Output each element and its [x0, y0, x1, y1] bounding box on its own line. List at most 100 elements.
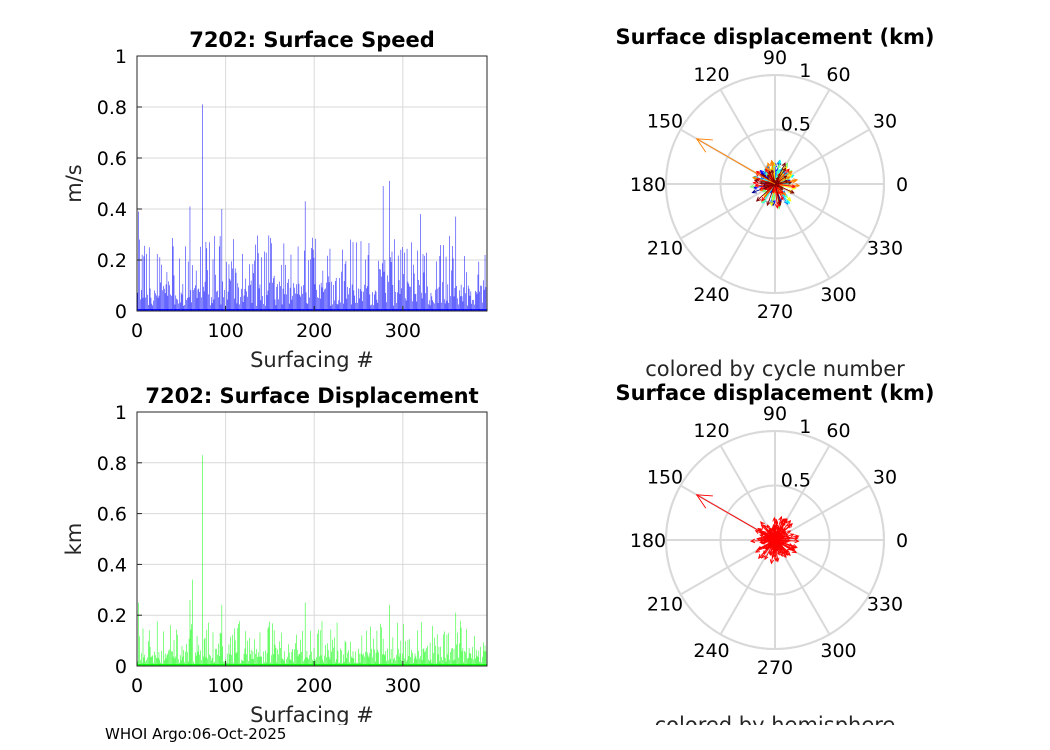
bar-base	[199, 664, 201, 666]
bar-base	[416, 664, 418, 666]
bar-base	[455, 309, 457, 311]
bar-base	[177, 309, 179, 311]
bar-base	[376, 309, 378, 311]
bar-base	[322, 664, 324, 666]
vector-arrow	[774, 537, 791, 541]
bar-base	[343, 309, 345, 311]
bar-base	[289, 664, 291, 666]
vector-arrow-head	[776, 163, 781, 169]
vector-arrow-head	[782, 167, 787, 172]
bar-base	[475, 664, 477, 666]
bar-base	[437, 309, 439, 311]
bar-base	[412, 664, 414, 666]
bar-base	[327, 309, 329, 311]
bar-base	[337, 664, 339, 666]
bar-base	[308, 309, 310, 311]
vector-arrow-head	[788, 181, 793, 185]
bar-base	[174, 664, 176, 666]
vector-arrow	[771, 533, 776, 541]
bar-base	[366, 309, 367, 311]
bar-base	[243, 309, 245, 311]
vector-arrow-head	[761, 197, 766, 202]
vector-arrow-head	[766, 201, 771, 207]
bar-base	[410, 309, 412, 311]
bar-base	[346, 664, 348, 666]
bar-base	[440, 309, 442, 311]
bar-base	[418, 309, 420, 311]
bar-base	[177, 664, 179, 666]
bar-base	[343, 664, 344, 666]
bar-base	[245, 309, 247, 311]
bar-base	[248, 664, 250, 666]
bar-base	[304, 664, 306, 666]
bar-base	[218, 309, 220, 311]
vector-arrow-head	[770, 169, 775, 174]
bar-base	[332, 664, 334, 666]
bar-base	[365, 664, 367, 666]
bar-base	[278, 664, 280, 666]
bar-base	[483, 309, 484, 311]
bar-base	[469, 664, 471, 666]
bar-base	[272, 309, 274, 311]
bar-base	[436, 664, 437, 666]
vector-arrow-head	[783, 165, 788, 171]
bar-base	[259, 309, 261, 311]
bar-base	[396, 664, 398, 666]
bar-base	[141, 664, 143, 666]
bar-base	[312, 664, 313, 666]
bar-base	[362, 664, 364, 666]
bar-base	[298, 664, 300, 666]
bar-base	[442, 664, 444, 666]
bar-base	[480, 664, 482, 666]
vector-arrow-head	[759, 186, 764, 190]
bar-base	[243, 664, 245, 666]
bar-base	[453, 309, 455, 311]
vector-arrow-max	[696, 138, 776, 185]
bar-base	[458, 664, 460, 666]
bar-base	[260, 664, 262, 666]
bar-base	[288, 664, 289, 666]
bar-base	[323, 664, 325, 666]
bar-base	[207, 664, 209, 666]
bar-base	[413, 309, 415, 311]
bar-base	[452, 309, 454, 311]
bar-base	[407, 309, 409, 311]
bar-base	[419, 309, 421, 311]
bar-base	[160, 309, 162, 311]
y-axis-label: m/s	[62, 164, 86, 202]
bar-base	[210, 309, 212, 311]
vector-arrow-head	[772, 516, 777, 522]
bar-base	[409, 664, 411, 666]
bar-base	[286, 309, 288, 311]
bar-base	[443, 664, 445, 666]
bar-base	[310, 309, 312, 311]
bar-base	[379, 309, 381, 311]
bar-base	[258, 309, 260, 311]
bar-base	[432, 664, 434, 666]
vector-arrow-head	[782, 553, 787, 559]
bar-base	[414, 309, 416, 311]
bar-base	[278, 309, 280, 311]
vector-arrow-head	[761, 553, 766, 559]
bar-base	[312, 309, 314, 311]
bar-base	[420, 664, 422, 666]
bar-base	[257, 664, 259, 666]
bar-base	[381, 309, 382, 311]
bar-base	[382, 309, 384, 311]
bar-base	[423, 309, 425, 311]
bar-base	[369, 309, 371, 311]
bar-base	[186, 309, 188, 311]
bar-base	[382, 309, 383, 311]
bar-base	[319, 664, 320, 666]
bar-base	[408, 309, 410, 311]
bar-base	[183, 309, 185, 311]
vector-arrow	[774, 539, 786, 544]
bar-base	[214, 309, 216, 311]
bar-base	[431, 309, 433, 311]
vector-arrow-head	[749, 538, 756, 544]
bar-base	[261, 309, 263, 311]
bar-base	[137, 664, 139, 666]
bar-base	[394, 664, 396, 666]
vector-arrow-max	[696, 494, 776, 541]
bar-base	[351, 664, 353, 666]
